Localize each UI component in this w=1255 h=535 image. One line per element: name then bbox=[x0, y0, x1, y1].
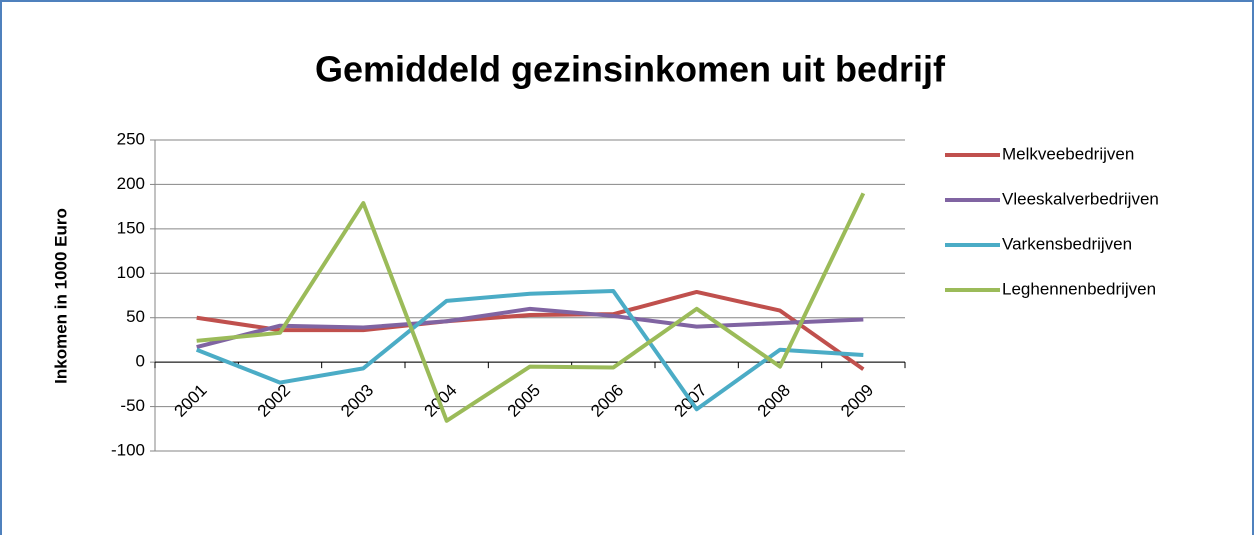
legend-label: Vleeskalverbedrijven bbox=[1002, 189, 1159, 208]
y-tick-label: 0 bbox=[136, 352, 145, 371]
y-tick-label: -100 bbox=[111, 440, 145, 459]
legend-label: Varkensbedrijven bbox=[1002, 234, 1132, 253]
y-tick-label: -50 bbox=[120, 396, 145, 415]
series-line bbox=[196, 289, 865, 371]
legend-label: Melkveebedrijven bbox=[1002, 144, 1134, 163]
y-axis-label: Inkomen in 1000 Euro bbox=[51, 208, 70, 384]
legend-label: Leghennenbedrijven bbox=[1002, 279, 1156, 298]
series-line bbox=[196, 192, 866, 423]
y-tick-label: 150 bbox=[117, 218, 145, 237]
series-line bbox=[195, 289, 864, 412]
y-tick-label: 100 bbox=[117, 263, 145, 282]
y-tick-label: 50 bbox=[126, 307, 145, 326]
y-tick-label: 200 bbox=[117, 174, 145, 193]
series-line bbox=[196, 306, 864, 349]
y-tick-label: 250 bbox=[117, 129, 145, 148]
chart-title: Gemiddeld gezinsinkomen uit bedrijf bbox=[315, 49, 946, 90]
